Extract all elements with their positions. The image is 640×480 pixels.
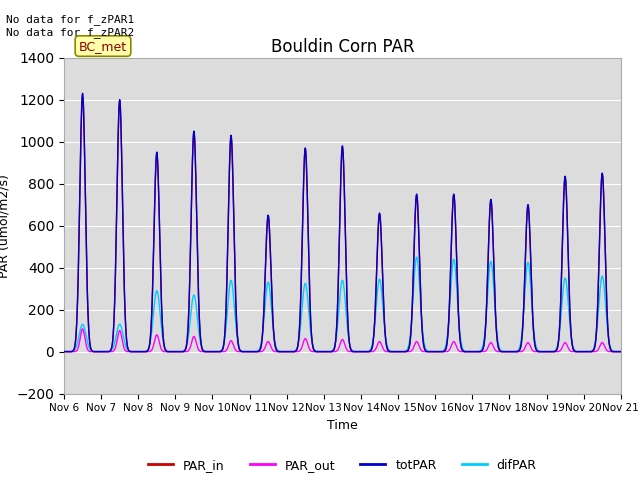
PAR_out [79, 326, 86, 332]
totPAR [551, 348, 559, 354]
totPAR [429, 348, 436, 354]
totPAR [616, 348, 624, 354]
PAR_in [184, 324, 192, 329]
Y-axis label: PAR (umol/m2/s): PAR (umol/m2/s) [0, 174, 11, 277]
PAR_out [171, 348, 179, 354]
totPAR [184, 324, 192, 329]
PAR_out [502, 348, 509, 354]
X-axis label: Time: Time [327, 419, 358, 432]
PAR_in [429, 348, 436, 354]
Line: difPAR: difPAR [64, 257, 620, 351]
PAR_in [551, 348, 559, 354]
totPAR [502, 348, 509, 354]
PAR_out [184, 348, 192, 354]
Text: No data for f_zPAR1
No data for f_zPAR2: No data for f_zPAR1 No data for f_zPAR2 [6, 14, 134, 38]
totPAR [60, 348, 68, 354]
difPAR [246, 348, 254, 354]
PAR_out [616, 348, 624, 354]
PAR_in [79, 93, 86, 98]
Title: Bouldin Corn PAR: Bouldin Corn PAR [271, 38, 414, 56]
PAR_out [246, 348, 254, 354]
Legend: PAR_in, PAR_out, totPAR, difPAR: PAR_in, PAR_out, totPAR, difPAR [143, 454, 541, 477]
totPAR [79, 90, 86, 96]
PAR_in [246, 348, 254, 354]
PAR_in [502, 348, 509, 354]
PAR_in [60, 348, 68, 354]
difPAR [184, 338, 191, 344]
difPAR [616, 348, 624, 354]
difPAR [60, 348, 68, 354]
PAR_out [551, 348, 559, 354]
PAR_out [429, 348, 436, 354]
totPAR [246, 348, 254, 354]
Line: PAR_out: PAR_out [64, 329, 620, 351]
Line: totPAR: totPAR [64, 93, 620, 351]
Text: BC_met: BC_met [79, 39, 127, 53]
PAR_in [616, 348, 624, 354]
difPAR [502, 348, 509, 354]
totPAR [171, 348, 179, 354]
PAR_out [60, 348, 68, 354]
difPAR [429, 348, 436, 354]
difPAR [170, 348, 178, 354]
difPAR [551, 348, 559, 354]
PAR_in [171, 348, 179, 354]
difPAR [413, 254, 420, 260]
Line: PAR_in: PAR_in [64, 96, 620, 351]
